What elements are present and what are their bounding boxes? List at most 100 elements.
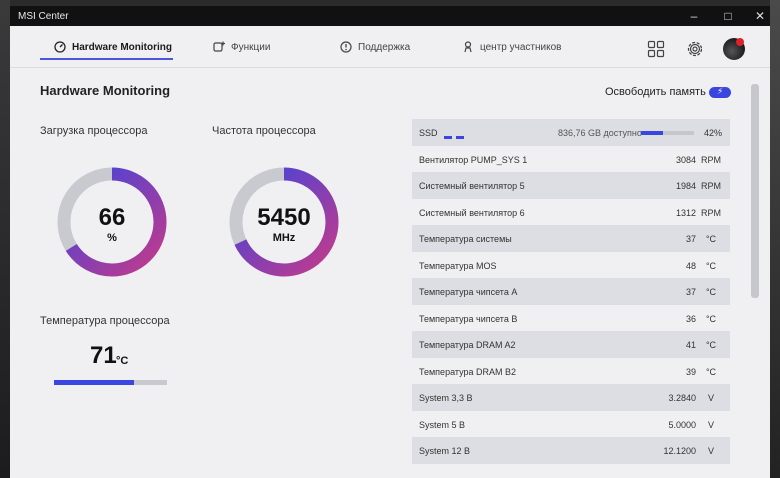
- ssd-name: SSD: [419, 128, 438, 138]
- cpu-load-arc: [57, 167, 167, 277]
- sensor-name: Температура чипсета B: [419, 313, 518, 324]
- desktop-background-left: [0, 0, 10, 478]
- sensor-name: System 12 В: [419, 446, 471, 456]
- maximize-button[interactable]: □: [724, 9, 732, 23]
- ssd-usage-bar-fill: [641, 131, 664, 135]
- sensor-row: System 3,3 В 3.2840 V: [412, 384, 730, 411]
- cpu-temp-label: Температура процессора: [40, 315, 170, 327]
- tab-label: центр участников: [480, 41, 562, 53]
- ssd-activity-indicator: [444, 131, 468, 141]
- cpu-freq-value: 5450: [257, 204, 311, 231]
- info-bubble-icon: [340, 41, 352, 53]
- sensor-value: 41: [685, 340, 696, 350]
- tab-functions[interactable]: Функции: [213, 38, 270, 56]
- sensor-row: Системный вентилятор 5 1984 RPM: [412, 172, 730, 199]
- tab-label: Поддержка: [358, 41, 411, 53]
- nav-bar: Hardware Monitoring Функции Поддержка: [10, 26, 770, 68]
- minimize-button[interactable]: –: [690, 9, 698, 23]
- sensor-value: 3084: [675, 154, 696, 165]
- free-memory-button[interactable]: ⚡: [709, 86, 731, 98]
- cpu-load-value: 66: [98, 204, 126, 231]
- desktop-background-right: [770, 0, 780, 478]
- tab-member-center[interactable]: центр участников: [462, 38, 561, 56]
- cpu-temp-bar-fill: [54, 380, 135, 385]
- title-bar: MSI Center – □ ✕: [10, 6, 770, 26]
- sensor-unit: °C: [705, 260, 717, 271]
- sensor-unit: V: [707, 393, 714, 403]
- sensor-value: 1984: [675, 181, 696, 191]
- msi-center-window: MSI Center – □ ✕ Hardware Monitoring Фун…: [10, 6, 770, 478]
- sensor-row: Вентилятор PUMP_SYS 1 3084 RPM: [412, 146, 730, 173]
- sensor-row: Температура DRAM B2 39 °C: [412, 358, 730, 385]
- ssd-percent: 42%: [703, 128, 722, 138]
- sensor-unit: RPM: [701, 181, 721, 191]
- sensor-row: Температура MOS 48 °C: [412, 252, 730, 279]
- tab-label: Hardware Monitoring: [72, 41, 173, 53]
- sensor-unit: V: [707, 446, 714, 456]
- plus-box-icon: [213, 41, 225, 52]
- cpu-load-gauge: 66 %: [54, 164, 170, 280]
- sensor-list: SSD 836,76 GB доступно 42% Вентилятор PU…: [412, 119, 730, 464]
- sensor-name: Температура чипсета A: [419, 287, 518, 297]
- page-title: Hardware Monitoring: [40, 83, 171, 98]
- gauge-icon: [54, 41, 66, 53]
- sensor-name: Системный вентилятор 6: [419, 207, 525, 218]
- sensor-unit: V: [707, 419, 714, 430]
- sensor-name: Температура системы: [419, 234, 512, 244]
- sensor-value: 5.0000: [668, 419, 696, 430]
- cpu-freq-gauge: 5450 MHz: [226, 164, 342, 280]
- cpu-freq-arc: [229, 167, 339, 277]
- sensor-value: 37: [685, 287, 696, 297]
- sensor-value: 3.2840: [668, 393, 696, 403]
- window-title: MSI Center: [18, 11, 69, 22]
- active-tab-indicator: [40, 58, 173, 60]
- avatar[interactable]: [723, 38, 745, 60]
- sensor-row: System 5 В 5.0000 V: [412, 411, 730, 438]
- scrollbar[interactable]: [751, 84, 759, 298]
- sensor-row: Температура чипсета B 36 °C: [412, 305, 730, 332]
- sensor-value: 36: [685, 313, 696, 324]
- cpu-freq-unit: MHz: [272, 232, 296, 244]
- sensor-value: 37: [685, 234, 696, 244]
- cpu-load-unit: %: [107, 232, 117, 244]
- sensor-name: Температура DRAM B2: [419, 366, 517, 377]
- sensor-row: System 12 В 12.1200 V: [412, 437, 730, 464]
- cpu-temp-bar: [54, 380, 167, 385]
- sensor-unit: °C: [705, 313, 717, 324]
- gear-icon[interactable]: [686, 40, 704, 58]
- user-icon: [464, 41, 472, 53]
- sensor-name: Системный вентилятор 5: [419, 181, 525, 191]
- sensor-row: Температура DRAM A2 41 °C: [412, 331, 730, 358]
- tab-hardware-monitoring[interactable]: Hardware Monitoring: [54, 38, 172, 56]
- sensor-row: Температура системы 37 °C: [412, 225, 730, 252]
- sensor-row: Системный вентилятор 6 1312 RPM: [412, 199, 730, 226]
- ssd-row: SSD 836,76 GB доступно 42%: [412, 119, 730, 146]
- sensor-name: System 3,3 В: [419, 393, 473, 403]
- cpu-load-ring: [57, 167, 167, 277]
- lightning-icon: ⚡: [717, 86, 724, 96]
- sensor-unit: °C: [705, 340, 717, 350]
- sensor-value: 48: [685, 260, 696, 271]
- sensor-unit: °C: [705, 287, 717, 297]
- sensor-value: 1312: [675, 207, 696, 218]
- close-button[interactable]: ✕: [754, 9, 766, 23]
- sensor-value: 12.1200: [663, 446, 696, 456]
- cpu-freq-ring: [229, 167, 339, 277]
- sensor-unit: RPM: [701, 154, 721, 165]
- cpu-temp-value: 71: [90, 342, 117, 369]
- sensor-name: Температура MOS: [419, 260, 497, 271]
- grid-icon[interactable]: [647, 40, 665, 58]
- cpu-freq-label: Частота процессора: [212, 125, 316, 137]
- cpu-temp-unit: °C: [116, 355, 129, 367]
- sensor-name: Температура DRAM A2: [419, 340, 516, 350]
- ssd-usage-bar: [641, 131, 694, 135]
- tab-support[interactable]: Поддержка: [340, 38, 410, 56]
- cpu-load-label: Загрузка процессора: [40, 125, 148, 137]
- sensor-name: System 5 В: [419, 419, 466, 430]
- sensor-unit: °C: [705, 366, 717, 377]
- notification-dot: [736, 38, 744, 46]
- sensor-name: Вентилятор PUMP_SYS 1: [419, 154, 528, 165]
- tab-label: Функции: [231, 41, 271, 53]
- sensor-unit: RPM: [701, 207, 721, 218]
- free-memory-label: Освободить память: [605, 86, 706, 98]
